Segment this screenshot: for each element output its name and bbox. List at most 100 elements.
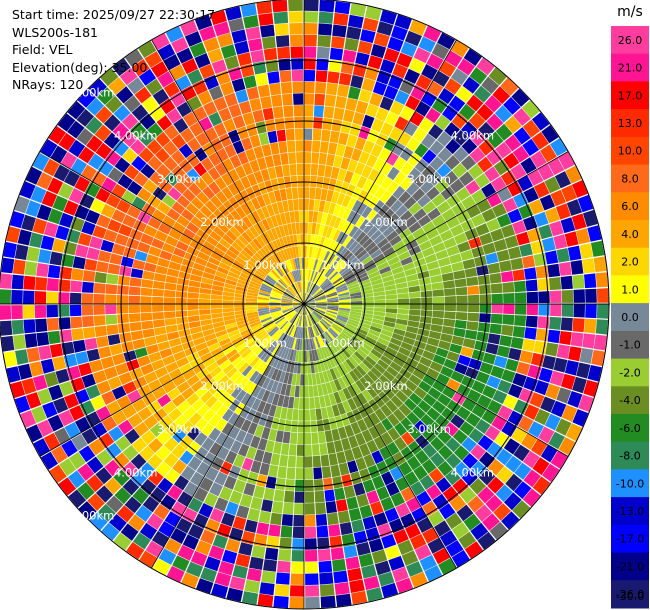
velocity-gate bbox=[503, 438, 520, 455]
velocity-gate bbox=[341, 474, 353, 487]
velocity-gate bbox=[40, 451, 58, 470]
velocity-gate bbox=[86, 97, 105, 116]
velocity-gate bbox=[547, 157, 565, 176]
velocity-gate bbox=[387, 382, 400, 395]
velocity-gate bbox=[297, 245, 302, 258]
velocity-gate bbox=[307, 282, 313, 293]
velocity-gate bbox=[295, 282, 301, 293]
velocity-gate bbox=[304, 163, 311, 176]
velocity-gate bbox=[9, 211, 25, 229]
velocity-gate bbox=[380, 404, 393, 418]
velocity-gate bbox=[304, 11, 319, 23]
velocity-gate bbox=[477, 486, 495, 504]
velocity-gate bbox=[172, 221, 186, 234]
colorbar-swatch bbox=[611, 164, 649, 193]
velocity-gate bbox=[452, 429, 468, 445]
velocity-gate bbox=[222, 436, 235, 450]
velocity-gate bbox=[310, 420, 318, 433]
velocity-gate bbox=[304, 295, 312, 304]
velocity-gate bbox=[321, 318, 331, 328]
velocity-gate bbox=[139, 113, 156, 130]
velocity-gate bbox=[593, 334, 607, 351]
velocity-gate bbox=[309, 397, 315, 409]
velocity-gate bbox=[246, 213, 257, 226]
velocity-gate bbox=[262, 402, 272, 416]
velocity-gate bbox=[399, 79, 415, 95]
velocity-gate bbox=[531, 112, 550, 131]
velocity-gate bbox=[363, 402, 374, 415]
velocity-gate bbox=[315, 372, 321, 385]
velocity-gate bbox=[350, 471, 362, 485]
velocity-gate bbox=[295, 140, 304, 152]
velocity-gate bbox=[223, 287, 236, 293]
velocity-gate bbox=[321, 346, 328, 359]
velocity-gate bbox=[274, 226, 282, 239]
velocity-gate bbox=[302, 304, 304, 316]
velocity-gate bbox=[1, 257, 15, 274]
velocity-gate bbox=[197, 347, 210, 357]
velocity-gate bbox=[413, 208, 427, 221]
velocity-gate bbox=[304, 304, 307, 316]
velocity-gate bbox=[384, 284, 397, 291]
velocity-gate bbox=[187, 292, 199, 299]
colorbar-swatch bbox=[611, 109, 649, 138]
velocity-gate bbox=[216, 355, 229, 366]
velocity-gate bbox=[343, 170, 354, 184]
velocity-gate bbox=[236, 505, 250, 519]
velocity-gate bbox=[310, 409, 317, 421]
velocity-gate bbox=[313, 105, 324, 118]
velocity-gate bbox=[194, 147, 208, 162]
velocity-gate bbox=[226, 326, 239, 334]
velocity-gate bbox=[50, 145, 68, 164]
velocity-gate bbox=[170, 344, 184, 355]
velocity-gate bbox=[384, 316, 397, 323]
velocity-gate bbox=[582, 258, 595, 274]
velocity-gate bbox=[320, 319, 330, 329]
velocity-gate bbox=[534, 211, 549, 227]
velocity-gate bbox=[329, 342, 339, 353]
velocity-gate bbox=[542, 355, 556, 370]
velocity-gate bbox=[245, 186, 256, 200]
velocity-gate bbox=[172, 428, 187, 444]
velocity-gate bbox=[214, 497, 229, 512]
velocity-gate bbox=[370, 43, 387, 59]
velocity-gate bbox=[367, 129, 380, 143]
velocity-gate bbox=[395, 351, 409, 362]
velocity-gate bbox=[432, 289, 444, 297]
velocity-gate bbox=[278, 333, 287, 345]
velocity-gate bbox=[444, 122, 460, 138]
velocity-gate bbox=[435, 414, 450, 429]
velocity-gate bbox=[157, 341, 171, 351]
velocity-gate bbox=[407, 426, 422, 440]
velocity-gate bbox=[489, 521, 508, 540]
velocity-gate bbox=[251, 385, 262, 398]
velocity-gate bbox=[222, 295, 234, 301]
velocity-gate bbox=[266, 274, 277, 284]
velocity-gate bbox=[211, 583, 229, 599]
velocity-gate bbox=[223, 118, 236, 133]
velocity-gate bbox=[311, 432, 319, 444]
velocity-gate bbox=[376, 21, 394, 36]
velocity-gate bbox=[547, 263, 561, 278]
velocity-gate bbox=[268, 524, 281, 537]
velocity-gate bbox=[432, 547, 451, 565]
velocity-gate bbox=[304, 93, 315, 105]
velocity-gate bbox=[420, 290, 433, 298]
velocity-gate bbox=[269, 307, 282, 312]
velocity-gate bbox=[163, 452, 179, 468]
velocity-gate bbox=[266, 204, 275, 217]
velocity-gate bbox=[282, 224, 290, 236]
velocity-gate bbox=[204, 333, 217, 342]
velocity-gate bbox=[252, 275, 264, 283]
velocity-gate bbox=[555, 418, 572, 436]
velocity-gate bbox=[375, 257, 387, 267]
velocity-gate bbox=[445, 540, 464, 557]
velocity-gate bbox=[296, 152, 304, 164]
velocity-gate bbox=[208, 413, 222, 427]
velocity-gate bbox=[117, 323, 131, 334]
velocity-gate bbox=[259, 462, 270, 476]
velocity-gate bbox=[297, 421, 304, 433]
velocity-gate bbox=[313, 290, 324, 298]
velocity-gate bbox=[130, 470, 147, 487]
velocity-gate bbox=[137, 355, 151, 367]
